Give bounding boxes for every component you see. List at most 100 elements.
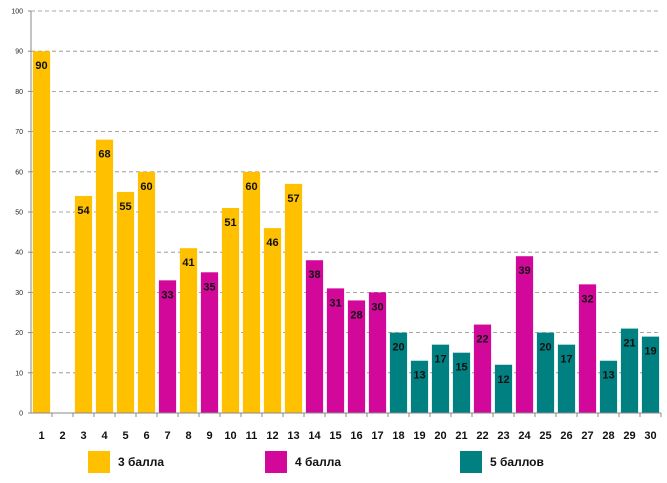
bar-28 — [599, 360, 618, 413]
bar-1 — [32, 51, 51, 413]
xtick-label-24: 24 — [518, 430, 531, 442]
legend-item-5: 5 баллов — [460, 451, 544, 473]
xtick-label-14: 14 — [308, 430, 321, 442]
bar-6 — [137, 171, 156, 413]
bar-4 — [95, 139, 114, 413]
bar-7 — [158, 280, 177, 413]
bar-17 — [368, 292, 387, 413]
xtick-label-12: 12 — [266, 430, 278, 442]
bar-27 — [578, 284, 597, 413]
legend-item-4: 4 балла — [265, 451, 341, 473]
bar-30 — [641, 336, 660, 413]
bar-11 — [242, 171, 261, 413]
data-label-20: 17 — [434, 354, 446, 366]
xtick-label-28: 28 — [602, 430, 614, 442]
ytick-label-50: 50 — [15, 210, 23, 217]
bar-25 — [536, 332, 555, 413]
ytick-label-90: 90 — [15, 49, 23, 56]
ytick-label-80: 80 — [15, 89, 23, 96]
ytick-label-0: 0 — [19, 411, 23, 418]
xtick-label-11: 11 — [246, 430, 258, 442]
bar-12 — [263, 228, 282, 413]
data-labels: 90 54 68 55 60 33 41 35 51 60 46 57 38 31 28 30 20 13 17 15… — [35, 60, 656, 386]
bar-13 — [284, 183, 303, 413]
x-axis-ticks: 1 2 3 4 5 6 7 8 9 10 11 12 13 14 15 16 17 18 19 20 21 22 23 24 2… — [38, 413, 662, 442]
data-label-5: 55 — [119, 201, 131, 213]
ytick-label-60: 60 — [15, 169, 23, 176]
bar-15 — [326, 288, 345, 413]
xtick-label-5: 5 — [122, 430, 128, 442]
xtick-label-13: 13 — [287, 430, 299, 442]
bar-26 — [557, 344, 576, 413]
bar-24 — [515, 256, 534, 413]
xtick-label-9: 9 — [206, 430, 212, 442]
data-label-13: 57 — [287, 193, 299, 205]
legend-swatch-4 — [265, 451, 287, 473]
xtick-label-25: 25 — [539, 430, 551, 442]
data-label-30: 19 — [644, 346, 656, 358]
xtick-label-10: 10 — [224, 430, 236, 442]
data-label-27: 32 — [581, 293, 593, 305]
data-label-4: 68 — [98, 149, 110, 161]
data-label-16: 28 — [350, 309, 362, 321]
legend-swatch-3 — [88, 451, 110, 473]
data-label-25: 20 — [539, 342, 551, 354]
xtick-label-6: 6 — [143, 430, 149, 442]
xtick-label-20: 20 — [434, 430, 446, 442]
data-label-12: 46 — [266, 237, 278, 249]
data-label-14: 38 — [308, 269, 320, 281]
bar-23 — [494, 364, 513, 413]
xtick-label-22: 22 — [476, 430, 488, 442]
bar-19 — [410, 360, 429, 413]
bar-8 — [179, 248, 198, 413]
data-label-3: 54 — [77, 205, 90, 217]
xtick-label-23: 23 — [497, 430, 509, 442]
bar-14 — [305, 260, 324, 413]
data-label-28: 13 — [602, 370, 614, 382]
legend-item-3: 3 балла — [88, 451, 164, 473]
data-label-10: 51 — [224, 217, 236, 229]
legend-label-5: 5 баллов — [490, 455, 544, 469]
xtick-label-16: 16 — [350, 430, 362, 442]
xtick-label-8: 8 — [185, 430, 191, 442]
legend-label-3: 3 балла — [118, 455, 165, 469]
data-label-18: 20 — [392, 342, 404, 354]
xtick-label-29: 29 — [623, 430, 635, 442]
ytick-label-10: 10 — [15, 370, 23, 377]
data-label-6: 60 — [140, 181, 152, 193]
xtick-label-4: 4 — [101, 430, 108, 442]
ytick-label-40: 40 — [15, 250, 23, 257]
data-label-19: 13 — [413, 370, 425, 382]
xtick-label-1: 1 — [38, 430, 44, 442]
bar-10 — [221, 207, 240, 413]
ytick-label-70: 70 — [15, 129, 23, 136]
bars — [32, 51, 660, 413]
bar-5 — [116, 191, 135, 413]
xtick-label-26: 26 — [560, 430, 572, 442]
xtick-label-2: 2 — [59, 430, 65, 442]
xtick-label-15: 15 — [329, 430, 341, 442]
data-label-26: 17 — [560, 354, 572, 366]
xtick-label-21: 21 — [455, 430, 467, 442]
bar-16 — [347, 300, 366, 413]
bar-22 — [473, 324, 492, 413]
xtick-label-19: 19 — [413, 430, 425, 442]
data-label-9: 35 — [203, 281, 215, 293]
xtick-label-27: 27 — [581, 430, 593, 442]
data-label-24: 39 — [518, 265, 530, 277]
grid-lines — [31, 10, 661, 374]
y-axis-ticks: 0 10 20 30 40 50 60 70 80 90 100 — [11, 9, 31, 418]
xtick-label-30: 30 — [644, 430, 656, 442]
xtick-label-18: 18 — [392, 430, 404, 442]
ytick-label-30: 30 — [15, 290, 23, 297]
data-label-7: 33 — [161, 289, 173, 301]
bar-18 — [389, 332, 408, 413]
data-label-22: 22 — [476, 334, 488, 346]
data-label-8: 41 — [182, 257, 194, 269]
bar-21 — [452, 352, 471, 413]
bar-9 — [200, 272, 219, 413]
ytick-label-20: 20 — [15, 330, 23, 337]
legend-label-4: 4 балла — [295, 455, 342, 469]
data-label-11: 60 — [245, 181, 257, 193]
